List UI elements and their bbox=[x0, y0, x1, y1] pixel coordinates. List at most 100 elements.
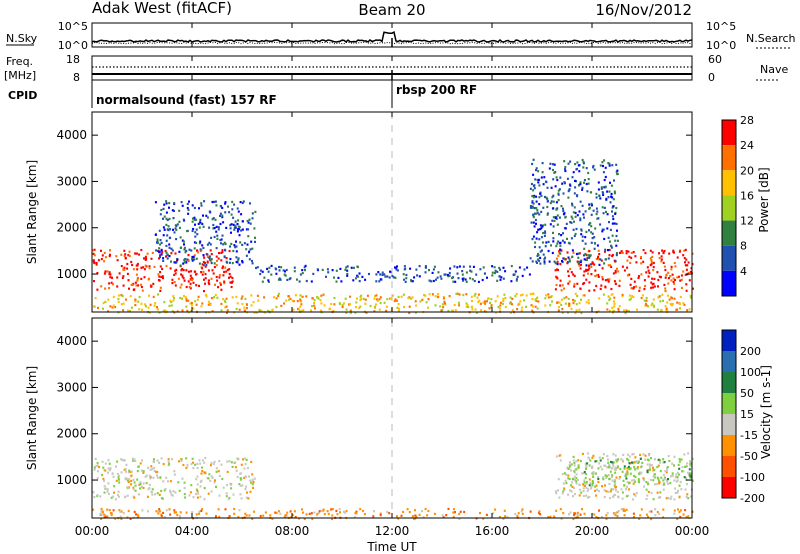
power-cell bbox=[490, 304, 493, 307]
power-cell bbox=[182, 262, 185, 265]
velocity-cell bbox=[253, 510, 256, 513]
velocity-colorbar-swatch bbox=[722, 435, 736, 456]
power-cell bbox=[220, 302, 223, 305]
power-cell bbox=[643, 288, 646, 291]
power-cell bbox=[237, 210, 240, 213]
power-colorbar-swatch bbox=[722, 220, 736, 246]
power-cell bbox=[514, 270, 517, 273]
velocity-cell bbox=[167, 460, 170, 463]
power-cell bbox=[567, 190, 570, 193]
velocity-cell bbox=[145, 474, 148, 477]
power-cell bbox=[415, 268, 418, 271]
power-cell bbox=[658, 252, 660, 255]
power-cell bbox=[570, 221, 573, 224]
power-cell bbox=[626, 274, 629, 277]
velocity-cell bbox=[249, 490, 252, 493]
velocity-cell bbox=[173, 470, 176, 473]
power-cell bbox=[413, 276, 416, 279]
power-cell bbox=[172, 299, 175, 302]
velocity-cell bbox=[221, 477, 224, 481]
power-cell bbox=[630, 251, 633, 254]
power-cell bbox=[580, 259, 583, 262]
velocity-cell bbox=[402, 510, 405, 513]
power-ylabel: Slant Range [km] bbox=[25, 160, 39, 264]
power-cell bbox=[588, 281, 591, 284]
velocity-cell bbox=[607, 466, 610, 469]
power-cell bbox=[555, 257, 558, 260]
power-cell bbox=[499, 278, 502, 281]
power-cell bbox=[237, 225, 240, 228]
power-cell bbox=[662, 299, 664, 302]
velocity-cell bbox=[613, 484, 616, 487]
velocity-cell bbox=[673, 479, 676, 482]
power-cell bbox=[156, 308, 159, 311]
power-cell bbox=[590, 213, 593, 216]
power-cell bbox=[637, 276, 640, 280]
power-cell bbox=[360, 297, 363, 300]
power-cell bbox=[174, 252, 177, 255]
power-cell bbox=[156, 306, 158, 309]
velocity-cell bbox=[580, 491, 583, 494]
velocity-cell bbox=[363, 513, 366, 516]
velocity-cell bbox=[189, 491, 192, 494]
velocity-cell bbox=[578, 494, 581, 497]
power-cell bbox=[574, 311, 577, 315]
velocity-cell bbox=[498, 515, 501, 519]
power-cell bbox=[259, 272, 262, 276]
velocity-cell bbox=[156, 470, 159, 474]
velocity-cell bbox=[411, 515, 414, 518]
power-cell bbox=[680, 274, 683, 277]
power-cell bbox=[532, 158, 535, 161]
velocity-cell bbox=[492, 512, 495, 515]
velocity-cell bbox=[620, 508, 623, 511]
power-cell bbox=[202, 214, 204, 217]
velocity-cell bbox=[620, 458, 623, 461]
velocity-cell bbox=[555, 455, 558, 458]
noise-sky-line bbox=[91, 30, 693, 43]
power-cell bbox=[294, 294, 297, 297]
velocity-cell bbox=[579, 513, 582, 516]
power-cell bbox=[275, 305, 278, 309]
power-cell bbox=[576, 260, 579, 263]
velocity-cell bbox=[686, 462, 689, 465]
velocity-cell bbox=[157, 510, 160, 513]
power-cell bbox=[130, 283, 133, 286]
power-cell bbox=[287, 295, 290, 298]
velocity-cell bbox=[331, 508, 334, 511]
power-cell bbox=[159, 239, 162, 242]
power-cell bbox=[491, 271, 494, 274]
power-cell bbox=[109, 305, 112, 308]
power-cell bbox=[349, 311, 352, 315]
noise-left-label: N.Sky bbox=[6, 32, 38, 45]
power-cell bbox=[689, 294, 692, 297]
power-cell bbox=[578, 260, 581, 264]
velocity-cell bbox=[196, 496, 199, 499]
velocity-cell bbox=[607, 474, 610, 477]
velocity-cell bbox=[676, 491, 679, 494]
velocity-cell bbox=[205, 512, 208, 515]
power-cell bbox=[558, 250, 561, 253]
power-cell bbox=[612, 198, 615, 201]
velocity-cell bbox=[585, 494, 588, 497]
velocity-cell bbox=[158, 493, 161, 496]
power-cell bbox=[686, 264, 689, 267]
power-cell bbox=[496, 295, 499, 298]
power-cell bbox=[564, 168, 566, 171]
power-cell bbox=[263, 276, 266, 279]
velocity-cell bbox=[158, 508, 161, 511]
velocity-cell bbox=[663, 478, 666, 481]
power-cell bbox=[134, 298, 137, 301]
velocity-cell bbox=[177, 481, 180, 484]
power-cell bbox=[558, 301, 561, 304]
power-cell bbox=[286, 278, 289, 281]
velocity-cell bbox=[111, 472, 114, 475]
velocity-cell bbox=[677, 463, 680, 466]
velocity-cell bbox=[137, 465, 140, 468]
velocity-cell bbox=[666, 482, 669, 485]
power-cell bbox=[538, 203, 541, 206]
power-cell bbox=[397, 295, 400, 298]
power-cell bbox=[169, 228, 171, 231]
velocity-cell bbox=[646, 471, 649, 474]
velocity-cell bbox=[104, 462, 107, 465]
